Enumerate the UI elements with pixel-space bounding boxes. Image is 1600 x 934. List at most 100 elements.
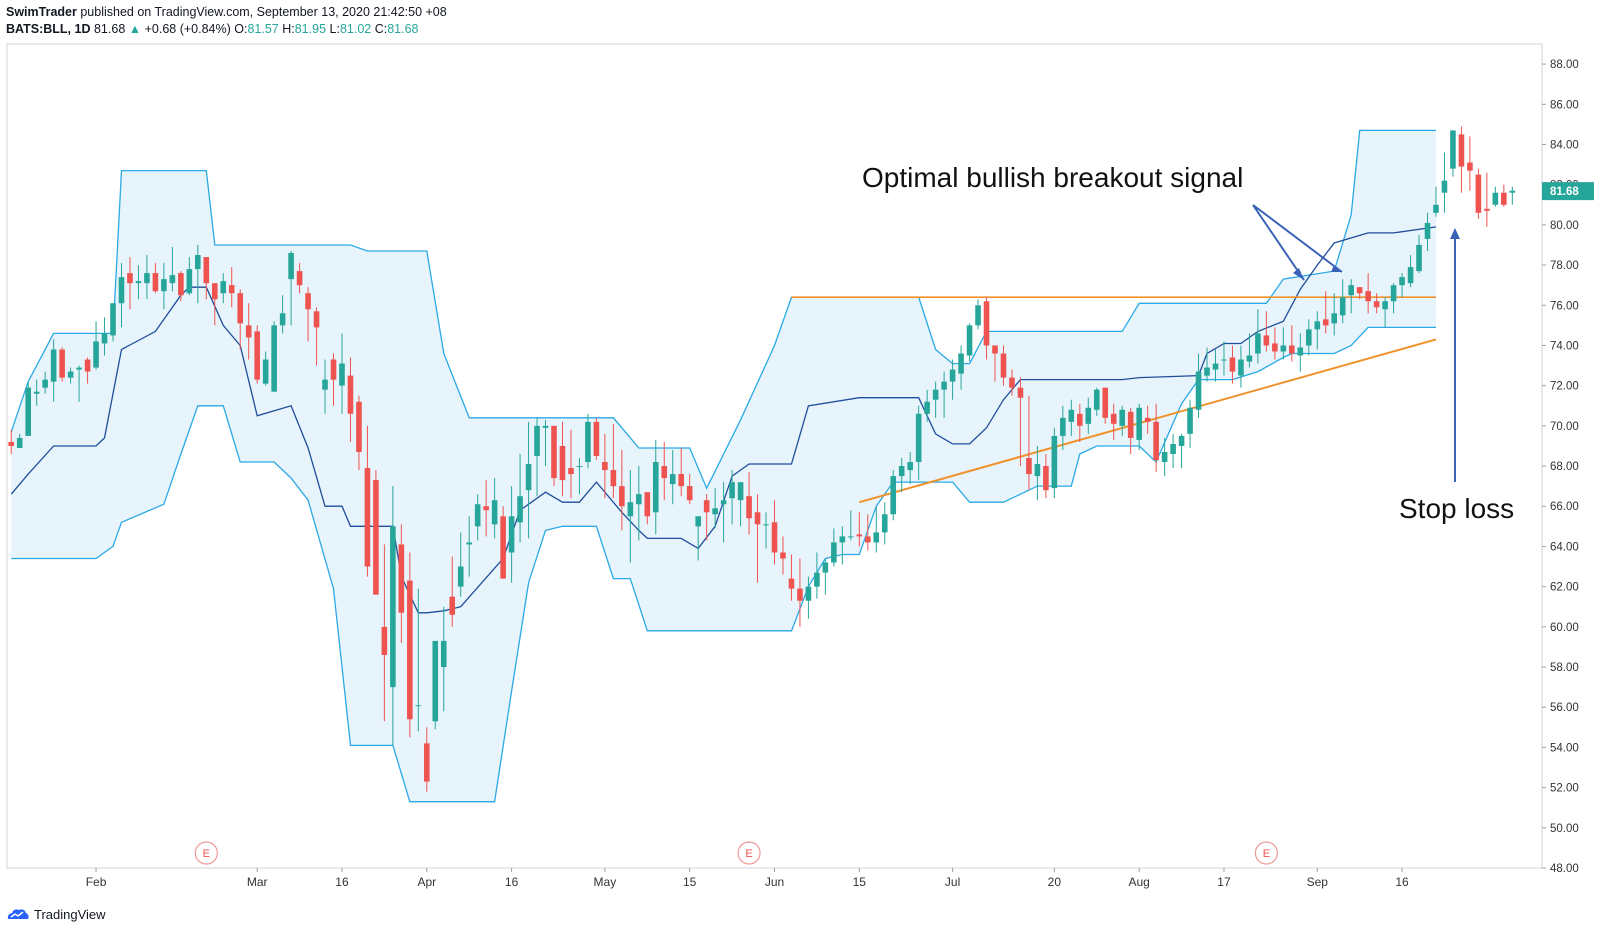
last-price: 81.68 [93,22,126,36]
price-change: +0.68 (+0.84%) [144,22,231,36]
candle-body [195,255,201,270]
candle-body [788,578,795,589]
candle-body [381,626,388,655]
candle-body [534,425,540,456]
candle-body [619,486,625,507]
y-tick-label: 72.00 [1550,381,1579,393]
candle-body [50,349,57,382]
x-tick-label: 15 [853,875,867,889]
candle-body [33,391,40,394]
y-tick-label: 58.00 [1550,662,1579,674]
candle-body [737,482,744,501]
candle-body [1390,285,1397,302]
earnings-marker [194,841,218,865]
candle-body [271,325,277,392]
signal-arrows [1252,204,1343,281]
chart-header: SwimTrader published on TradingView.com,… [6,4,447,38]
x-tick-label: 16 [335,875,349,889]
candle-body [288,253,294,280]
candle-body [1356,287,1363,294]
candle-body [1501,192,1507,205]
candle-body [1153,421,1159,461]
candle-body [814,572,820,587]
earnings-marker-label: E [745,848,752,860]
symbol-label[interactable]: BATS:BLL, 1D [6,22,91,36]
candle-body [483,506,489,511]
candle-body [831,542,837,563]
candle-body [1458,134,1465,167]
candle-body [898,466,905,477]
y-tick-label: 66.00 [1550,501,1579,513]
y-tick-label: 88.00 [1550,59,1579,71]
candle-body [958,353,964,374]
candle-body [178,273,184,296]
y-tick-label: 54.00 [1550,742,1579,754]
footer-brand[interactable]: TradingView [34,906,106,922]
candle-body [1085,407,1092,424]
candles [8,126,1516,792]
x-tick-label: 16 [505,875,519,889]
earnings-marker [737,841,761,865]
candle-body [1263,335,1270,346]
candle-body [1136,407,1142,440]
candle-body [1314,321,1321,330]
candle-body [873,532,880,543]
candle-body [1127,411,1134,438]
candle-body [1475,174,1482,213]
candle-body [703,500,710,513]
candle-body [84,359,91,372]
candle-body [949,369,956,382]
candle-body [169,275,176,284]
candle-body [712,508,718,515]
candle-body [1187,407,1193,434]
y-tick-label: 60.00 [1550,622,1579,634]
y-axis: 48.00 50.00 52.00 54.00 56.00 58.00 60.00 62.00… [1542,59,1579,875]
candle-body [1093,389,1100,410]
candle-body [966,325,973,356]
x-tick-label: 16 [1395,875,1409,889]
candle-body [729,482,735,499]
y-tick-label: 56.00 [1550,702,1579,714]
open-label: O: [234,22,248,36]
candle-body [42,379,48,388]
x-tick-label: Feb [86,875,107,889]
candle-body [754,512,761,525]
candle-body [449,596,456,615]
publisher-name[interactable]: SwimTrader [6,5,77,19]
candle-body [602,462,608,471]
x-tick-label: Aug [1128,875,1149,889]
y-tick-label: 48.00 [1550,863,1579,875]
candle-body [525,464,532,491]
last-price-label: 81.68 [1550,186,1579,198]
candle-body [1060,417,1066,436]
candle-body [339,363,345,386]
candle-body [839,536,846,543]
x-tick-label: 15 [683,875,697,889]
candle-body [373,480,379,595]
candle-body [763,524,769,526]
y-tick-label: 74.00 [1550,340,1579,352]
candle-body [771,522,778,553]
candle-body [364,468,371,567]
candle-body [941,381,947,390]
candle-body [1102,387,1109,418]
candle-body [1119,409,1126,426]
candle-body [1161,451,1168,463]
candle-body [720,500,727,505]
candle-body [8,441,15,446]
candle-body [423,743,430,782]
x-tick-label: Apr [417,875,436,889]
candle-body [1221,359,1227,361]
candle-body [1212,363,1219,370]
candle-body [440,640,447,668]
earnings-marker [1254,841,1278,865]
candle-body [279,313,286,326]
earnings-marker-label: E [1263,848,1270,860]
candle-body [1467,162,1473,171]
candle-body [661,466,668,479]
candle-body [135,281,142,284]
candle-body [669,474,676,485]
candle-body [398,544,405,613]
candle-body [203,257,210,284]
